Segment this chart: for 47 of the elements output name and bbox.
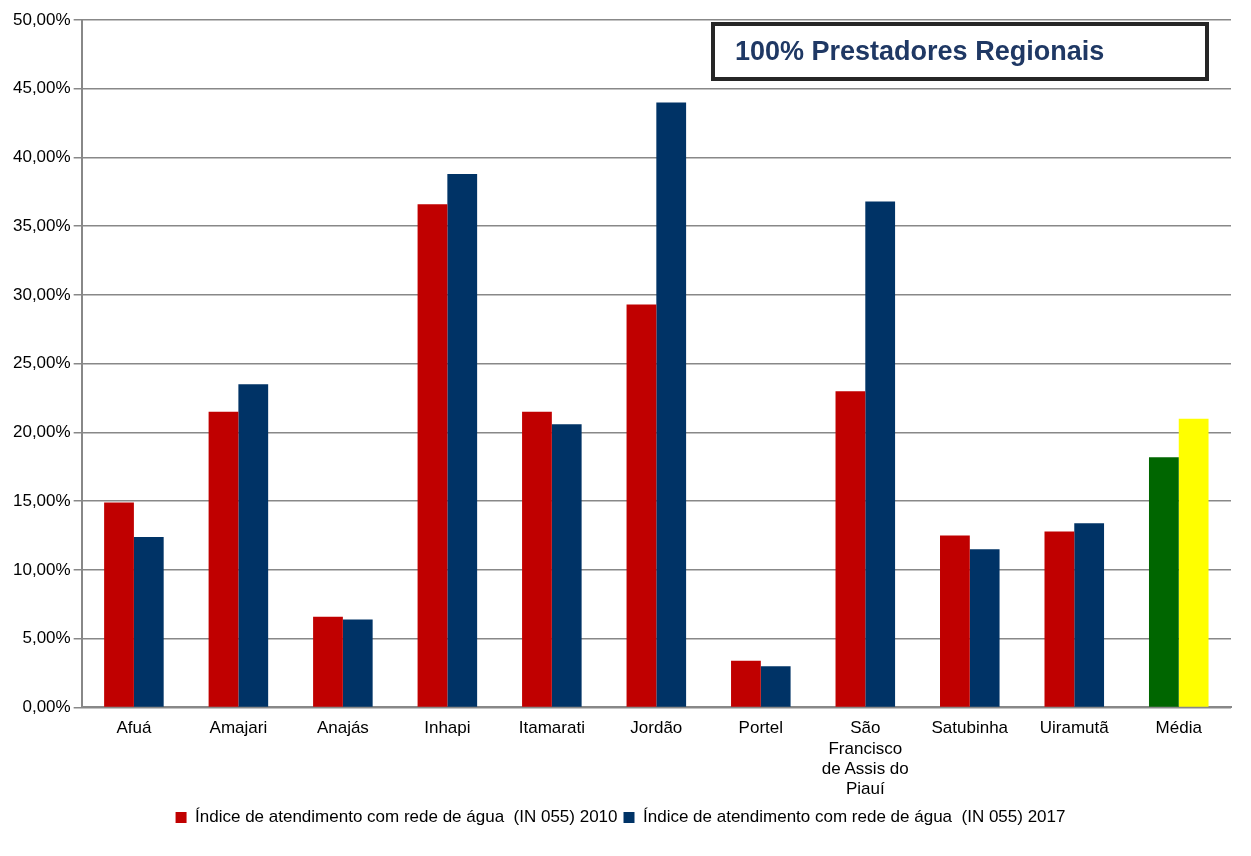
x-tick-label: Jordão	[630, 718, 683, 738]
bar	[865, 201, 896, 707]
bar	[447, 173, 478, 707]
y-tick-label: 30,00%	[12, 284, 71, 304]
bar	[940, 535, 970, 707]
y-tick-label: 5,00%	[22, 628, 71, 648]
y-tick-label: 40,00%	[12, 147, 71, 167]
bar	[1044, 531, 1075, 707]
x-tick-label: Anajás	[316, 718, 369, 738]
bar	[551, 424, 582, 707]
x-tick-label: Uiramutã	[1039, 718, 1110, 738]
y-tick-label: 20,00%	[12, 422, 71, 442]
bar	[133, 536, 164, 707]
x-tick-label: Portel	[738, 718, 784, 738]
y-tick-label: 35,00%	[12, 215, 71, 235]
y-tick-label: 50,00%	[12, 9, 71, 29]
x-tick-label: São Francisco de Assis do Piauí	[821, 718, 909, 799]
bar	[522, 411, 552, 707]
y-tick-label: 15,00%	[12, 490, 71, 510]
bar	[417, 204, 448, 707]
x-tick-label: Itamarati	[518, 718, 585, 738]
bar	[104, 502, 134, 707]
y-tick-label: 0,00%	[22, 697, 71, 717]
bar	[760, 666, 791, 707]
bar	[1148, 457, 1179, 707]
x-tick-label: Afuá	[116, 718, 152, 738]
bar	[626, 304, 657, 707]
bar	[835, 391, 866, 707]
text: 100% Prestadores Regionais	[711, 22, 1209, 81]
bar	[656, 102, 687, 707]
x-tick-label: Inhapi	[424, 718, 471, 738]
bar	[1178, 418, 1209, 707]
x-tick-label: Amajari	[209, 718, 268, 738]
bar	[208, 411, 239, 707]
x-tick-label: Satubinha	[931, 718, 1009, 738]
y-tick-label: 10,00%	[12, 559, 71, 579]
bar	[313, 616, 343, 707]
y-tick-label: 25,00%	[12, 353, 71, 373]
bar	[1074, 523, 1105, 707]
bar	[238, 384, 269, 707]
legend-label: Índice de atendimento com rede de água (IN 055) 2010	[195, 807, 618, 827]
bar	[969, 549, 1000, 707]
y-tick-label: 45,00%	[12, 78, 71, 98]
bar	[342, 619, 373, 707]
x-tick-label: Média	[1155, 718, 1203, 738]
bar	[731, 660, 761, 707]
legend-label: Índice de atendimento com rede de água (IN 055) 2017	[643, 807, 1066, 827]
